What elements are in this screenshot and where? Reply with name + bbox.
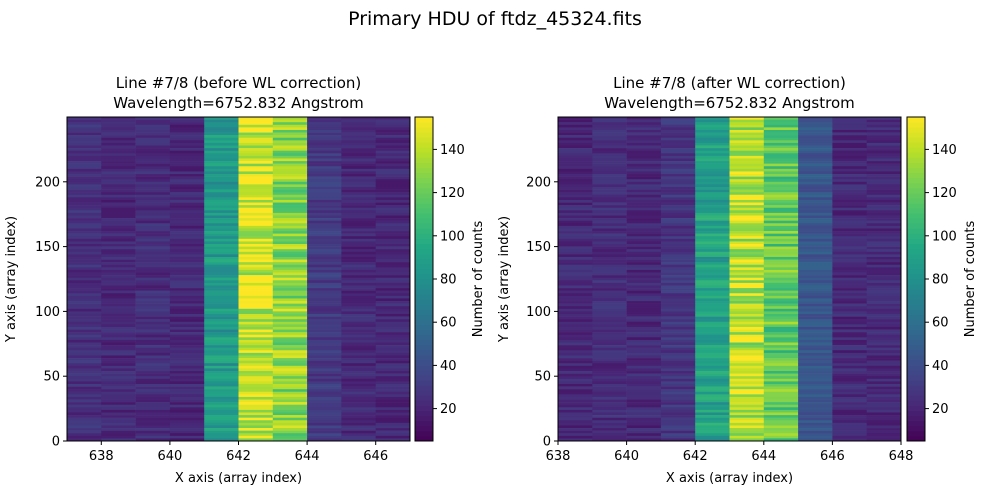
y-axis-label: Y axis (array index) <box>4 216 19 343</box>
colorbar-tick-label: 120 <box>440 186 465 201</box>
colorbar-tick-label: 140 <box>440 143 465 158</box>
heatmap-column <box>272 117 308 442</box>
axes-frame <box>557 116 902 442</box>
heatmap-column <box>558 117 593 442</box>
colorbar-label: Number of counts <box>963 221 978 338</box>
colorbar-tick-label: 100 <box>932 229 957 244</box>
colorbar-tick-label: 20 <box>440 402 457 417</box>
y-tick-label: 150 <box>35 240 60 255</box>
colorbar-tick-label: 100 <box>440 229 465 244</box>
heatmap-column <box>238 117 274 442</box>
x-tick-label: 648 <box>889 449 914 464</box>
heatmap-column <box>204 117 239 442</box>
heatmap-column <box>866 117 902 442</box>
x-tick-label: 644 <box>751 449 776 464</box>
x-tick-label: 642 <box>683 449 708 464</box>
x-tick-label: 646 <box>363 449 388 464</box>
y-tick-label: 50 <box>43 370 60 385</box>
y-tick-label: 100 <box>35 305 60 320</box>
y-tick-label: 200 <box>526 175 551 190</box>
colorbar-tick-label: 60 <box>440 316 457 331</box>
heatmap-column <box>67 117 102 442</box>
heatmap <box>67 117 411 442</box>
heatmap-column <box>341 117 376 442</box>
colorbar-tick-label: 80 <box>440 273 457 288</box>
y-tick-label: 50 <box>534 370 551 385</box>
x-tick-label: 644 <box>295 449 320 464</box>
heatmap-column <box>660 117 696 442</box>
colorbar: 20 40 60 80 100 120 140 Number of counts <box>906 116 978 442</box>
heatmap-column <box>798 117 833 442</box>
heatmap-column <box>592 117 627 442</box>
heatmap-column <box>729 117 765 442</box>
heatmap-column <box>763 117 799 442</box>
panel-subtitle: Wavelength=6752.832 Angstrom <box>604 94 855 112</box>
panel-title: Line #7/8 (before WL correction) <box>116 74 362 92</box>
x-tick-label: 638 <box>89 449 114 464</box>
y-axis-label: Y axis (array index) <box>497 216 512 343</box>
panel-subtitle: Wavelength=6752.832 Angstrom <box>113 94 364 112</box>
x-tick-label: 642 <box>226 449 251 464</box>
colorbar-tick-label: 40 <box>932 359 949 374</box>
heatmap <box>558 117 902 442</box>
colorbar-tick-label: 20 <box>932 402 949 417</box>
y-tick-label: 100 <box>526 305 551 320</box>
x-axis-label: X axis (array index) <box>175 471 302 486</box>
heatmap-column <box>626 117 662 442</box>
panel-title: Line #7/8 (after WL correction) <box>613 74 846 92</box>
colorbar-tick-label: 140 <box>932 143 957 158</box>
panel-after-correction: Line #7/8 (after WL correction) Wavelengt… <box>497 74 978 486</box>
x-tick-label: 638 <box>546 449 571 464</box>
x-tick-label: 646 <box>820 449 845 464</box>
heatmap-column <box>135 117 171 442</box>
heatmap-column <box>307 117 342 442</box>
x-axis-label: X axis (array index) <box>666 471 793 486</box>
x-tick-label: 640 <box>157 449 182 464</box>
y-tick-label: 0 <box>52 435 60 450</box>
heatmap-column <box>695 117 730 442</box>
colorbar-tick-label: 120 <box>932 186 957 201</box>
y-tick-label: 0 <box>543 435 551 450</box>
colorbar: 20 40 60 80 100 120 140 Number of counts <box>414 116 486 442</box>
heatmap-column <box>375 117 411 442</box>
colorbar-tick-label: 80 <box>932 273 949 288</box>
y-tick-label: 200 <box>35 175 60 190</box>
heatmap-column <box>832 117 867 442</box>
colorbar-tick-label: 60 <box>932 316 949 331</box>
heatmap-column <box>169 117 205 442</box>
heatmap-column <box>101 117 136 442</box>
x-tick-label: 640 <box>614 449 639 464</box>
y-tick-label: 150 <box>526 240 551 255</box>
figure-title: Primary HDU of ftdz_45324.fits <box>348 8 642 30</box>
colorbar-tick-label: 40 <box>440 359 457 374</box>
colorbar-label: Number of counts <box>471 221 486 338</box>
panel-before-correction: Line #7/8 (before WL correction) Waveleng… <box>4 74 486 486</box>
